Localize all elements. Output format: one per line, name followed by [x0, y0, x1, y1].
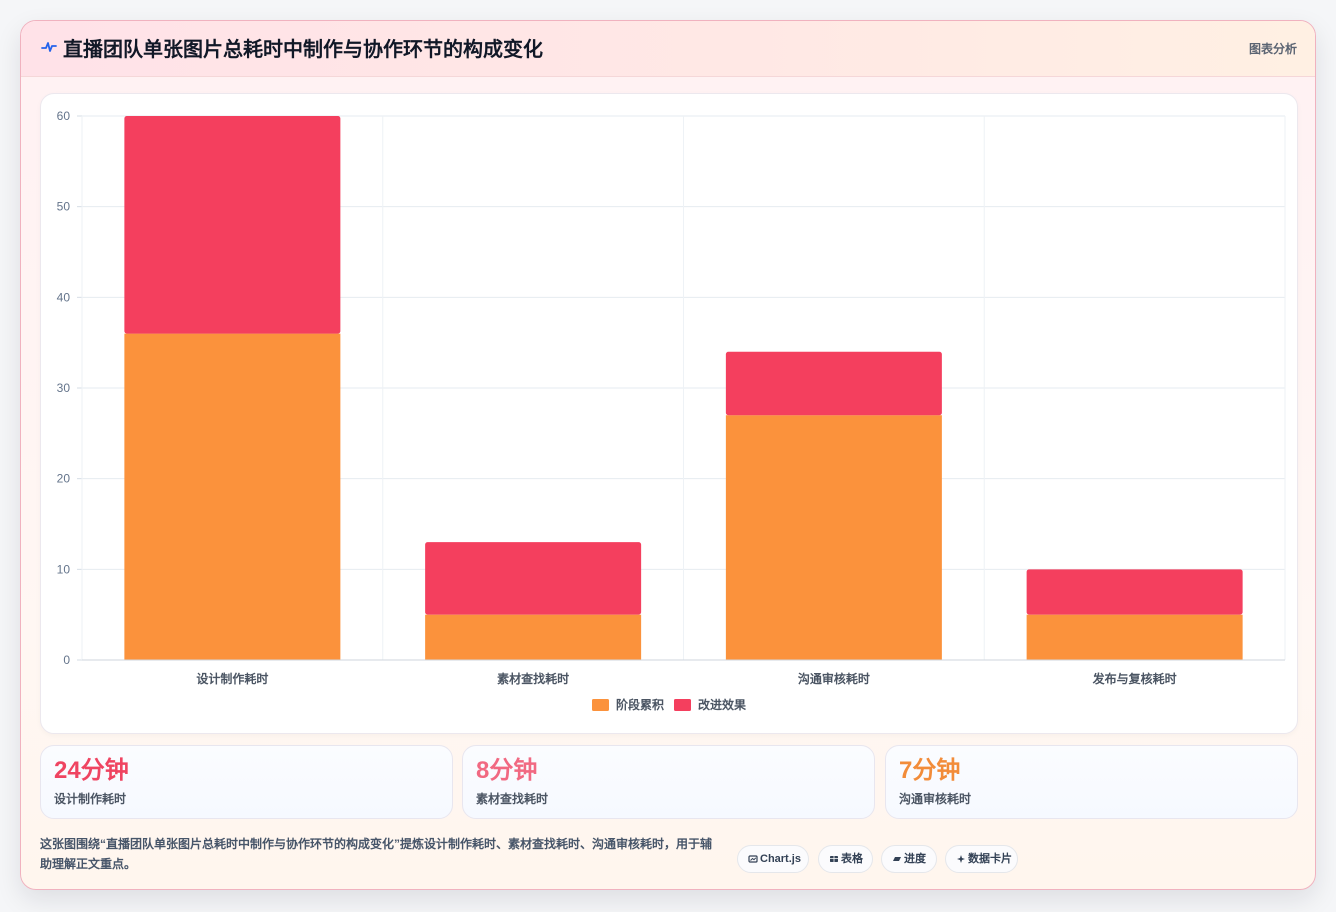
- x-tick-label-0: 设计制作耗时: [196, 671, 268, 686]
- tag-label-data-card: 数据卡片: [968, 853, 1012, 865]
- legend-swatch-0: [592, 699, 609, 711]
- summary-text: 这张图围绕“直播团队单张图片总耗时中制作与协作环节的构成变化”提炼设计制作耗时、…: [40, 837, 713, 871]
- legend-label-0: 阶段累积: [616, 697, 664, 712]
- stat-label-communication: 沟通审核耗时: [899, 792, 972, 806]
- bar-1-1[interactable]: [425, 542, 642, 615]
- chart-card: 0 10 20 30 40 50 60 设计制作耗时 素材查找耗时 沟通审核耗时 发布与复核耗时 阶…: [40, 93, 1298, 734]
- chart-analysis-label: 图表分析: [1248, 42, 1297, 56]
- tag-label-progress: 进度: [904, 853, 926, 865]
- stat-card-design: 24分钟 设计制作耗时: [40, 745, 453, 819]
- y-tick-label-3: 30: [57, 381, 71, 395]
- x-tick-label-1: 素材查找耗时: [497, 671, 569, 686]
- tag-table[interactable]: 表格: [818, 845, 873, 873]
- panel-header: 直播团队单张图片总耗时中制作与协作环节的构成变化 图表分析: [21, 21, 1315, 77]
- stacked-bar-chart: 0 10 20 30 40 50 60 设计制作耗时 素材查找耗时 沟通审核耗时 发布与复核耗时 阶…: [57, 109, 1286, 712]
- stat-value-communication: 7分钟: [899, 757, 961, 784]
- y-tick-label-2: 20: [57, 472, 71, 486]
- stats-row: 24分钟 设计制作耗时 8分钟 素材查找耗时 7分钟 沟通审核耗时: [40, 745, 1298, 819]
- legend-item-1[interactable]: 改进效果: [674, 697, 746, 712]
- bar-0-1[interactable]: [124, 116, 341, 334]
- chart-panel: 直播团队单张图片总耗时中制作与协作环节的构成变化 图表分析 0 10 20 30 40 5…: [20, 20, 1316, 890]
- y-tick-label-5: 50: [57, 200, 71, 214]
- y-tick-label-0: 0: [63, 653, 70, 667]
- bar-0-0[interactable]: [124, 333, 341, 660]
- stat-value-design: 24分钟: [54, 757, 129, 784]
- y-tick-label-6: 60: [57, 109, 71, 123]
- tag-label-table: 表格: [841, 853, 863, 865]
- legend-label-1: 改进效果: [698, 697, 746, 712]
- page-title: 直播团队单张图片总耗时中制作与协作环节的构成变化: [63, 39, 543, 61]
- stat-label-design: 设计制作耗时: [54, 792, 127, 806]
- bar-2-1[interactable]: [725, 351, 942, 416]
- tag-chartjs[interactable]: Chart.js: [737, 845, 809, 873]
- tag-data-card[interactable]: 数据卡片: [945, 845, 1018, 873]
- tag-progress[interactable]: 进度: [881, 845, 937, 873]
- bar-3-0[interactable]: [1026, 614, 1243, 660]
- legend-swatch-1: [674, 699, 691, 711]
- bar-layer: [124, 116, 1243, 660]
- pulse-icon: [41, 42, 57, 52]
- stat-value-material: 8分钟: [476, 757, 538, 784]
- legend[interactable]: 阶段累积 改进效果: [592, 697, 746, 712]
- tag-label-chartjs: Chart.js: [760, 853, 801, 865]
- chart-icon: [748, 855, 758, 863]
- stat-label-material: 素材查找耗时: [476, 792, 549, 806]
- progress-icon: [893, 857, 901, 861]
- bar-1-0[interactable]: [425, 614, 642, 660]
- axis-layer: 0 10 20 30 40 50 60 设计制作耗时 素材查找耗时 沟通审核耗时 发布与复核耗时: [57, 109, 1285, 686]
- stat-card-material: 8分钟 素材查找耗时: [462, 745, 875, 819]
- x-tick-label-3: 发布与复核耗时: [1092, 671, 1177, 686]
- legend-item-0[interactable]: 阶段累积: [592, 697, 664, 712]
- bar-3-1[interactable]: [1026, 569, 1243, 615]
- y-tick-label-1: 10: [57, 562, 71, 576]
- card-icon: [957, 855, 965, 863]
- table-icon: [830, 856, 838, 862]
- bar-2-0[interactable]: [725, 415, 942, 660]
- x-tick-label-2: 沟通审核耗时: [798, 671, 870, 686]
- stat-card-communication: 7分钟 沟通审核耗时: [885, 745, 1298, 819]
- y-tick-label-4: 40: [57, 290, 71, 304]
